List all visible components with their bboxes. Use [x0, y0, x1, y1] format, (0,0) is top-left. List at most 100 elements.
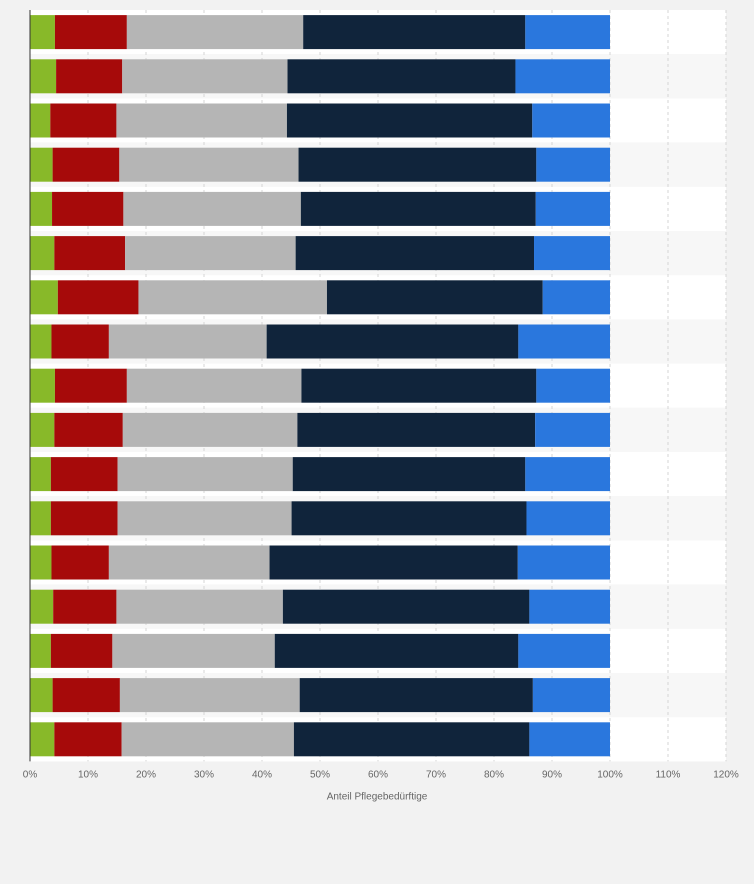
bar-segment — [117, 501, 292, 536]
x-tick-label: 80% — [484, 769, 504, 780]
bar-segment — [274, 633, 519, 668]
bar-segment — [287, 59, 516, 94]
bar-segment — [529, 722, 610, 757]
bar-segment — [535, 191, 610, 226]
bar-segment — [30, 457, 51, 492]
x-tick-label: 60% — [368, 769, 388, 780]
bar-segment — [116, 103, 287, 138]
bar-segment — [54, 412, 123, 447]
bar-segment — [30, 545, 52, 580]
x-tick-label: 50% — [310, 769, 330, 780]
bar-segment — [57, 280, 139, 315]
bar-segment — [30, 147, 53, 182]
x-tick-label: 110% — [656, 769, 681, 780]
bar-segment — [50, 501, 118, 536]
bar-segment — [534, 236, 610, 271]
x-tick-label: 70% — [426, 769, 446, 780]
bar-segment — [299, 678, 533, 713]
bar-segment — [526, 501, 610, 536]
bar-segment — [54, 722, 122, 757]
bars — [30, 15, 610, 757]
bar-segment — [269, 545, 518, 580]
bar-segment — [108, 545, 270, 580]
bar-segment — [298, 147, 537, 182]
bar-segment — [119, 678, 300, 713]
bar-segment — [536, 368, 610, 403]
x-tick-label: 10% — [78, 769, 98, 780]
bar-segment — [535, 412, 610, 447]
bar-segment — [54, 236, 126, 271]
x-tick-label: 30% — [194, 769, 214, 780]
bar-segment — [51, 324, 109, 359]
x-tick-label: 20% — [136, 769, 156, 780]
bar-segment — [291, 501, 527, 536]
bar-segment — [108, 324, 267, 359]
x-tick-label: 120% — [713, 769, 739, 780]
bar-segment — [286, 103, 533, 138]
bar-segment — [297, 412, 536, 447]
bar-segment — [282, 589, 530, 624]
bar-segment — [266, 324, 519, 359]
bar-segment — [30, 678, 53, 713]
bar-segment — [117, 457, 293, 492]
bar-segment — [119, 147, 299, 182]
bar-segment — [52, 191, 124, 226]
bar-segment — [30, 280, 58, 315]
bar-segment — [30, 589, 54, 624]
bar-segment — [52, 678, 120, 713]
bar-segment — [50, 103, 117, 138]
bar-segment — [116, 589, 283, 624]
bar-segment — [122, 412, 298, 447]
bar-segment — [30, 501, 51, 536]
bar-segment — [56, 59, 123, 94]
bar-segment — [138, 280, 327, 315]
bar-segment — [536, 147, 610, 182]
bar-segment — [518, 324, 610, 359]
bar-segment — [30, 103, 51, 138]
bar-segment — [126, 15, 304, 50]
bar-segment — [525, 457, 610, 492]
bar-segment — [30, 368, 55, 403]
bar-segment — [50, 457, 118, 492]
bar-segment — [125, 236, 296, 271]
bar-segment — [292, 457, 526, 492]
bar-segment — [30, 633, 51, 668]
x-tick-label: 90% — [542, 769, 562, 780]
bar-segment — [518, 633, 610, 668]
bar-segment — [295, 236, 535, 271]
bar-segment — [53, 589, 117, 624]
bar-segment — [54, 368, 127, 403]
bar-segment — [126, 368, 302, 403]
bar-segment — [301, 368, 537, 403]
bar-segment — [532, 103, 610, 138]
x-tick-label: 0% — [23, 769, 38, 780]
x-axis-ticks: 0% 10% 20% 30% 40% 50% 60% 70% 80% 90% 100% 110% 120… — [23, 769, 739, 780]
bar-segment — [542, 280, 610, 315]
bar-segment — [52, 147, 120, 182]
bar-segment — [515, 59, 610, 94]
bar-segment — [525, 15, 610, 50]
bar-segment — [326, 280, 543, 315]
bar-segment — [51, 545, 109, 580]
bar-segment — [30, 59, 57, 94]
bar-segment — [122, 59, 288, 94]
bar-segment — [30, 412, 55, 447]
x-axis-label: Anteil Pflegebedürftige — [327, 791, 428, 802]
x-tick-label: 40% — [252, 769, 272, 780]
bar-segment — [30, 191, 53, 226]
bar-segment — [30, 236, 55, 271]
bar-segment — [30, 722, 55, 757]
bar-segment — [30, 15, 55, 50]
bar-segment — [300, 191, 536, 226]
bar-segment — [30, 324, 52, 359]
bar-segment — [517, 545, 610, 580]
bar-segment — [112, 633, 275, 668]
x-tick-label: 100% — [597, 769, 623, 780]
bar-segment — [121, 722, 294, 757]
bar-segment — [529, 589, 610, 624]
bar-segment — [54, 15, 127, 50]
bar-segment — [123, 191, 301, 226]
bar-segment — [293, 722, 530, 757]
